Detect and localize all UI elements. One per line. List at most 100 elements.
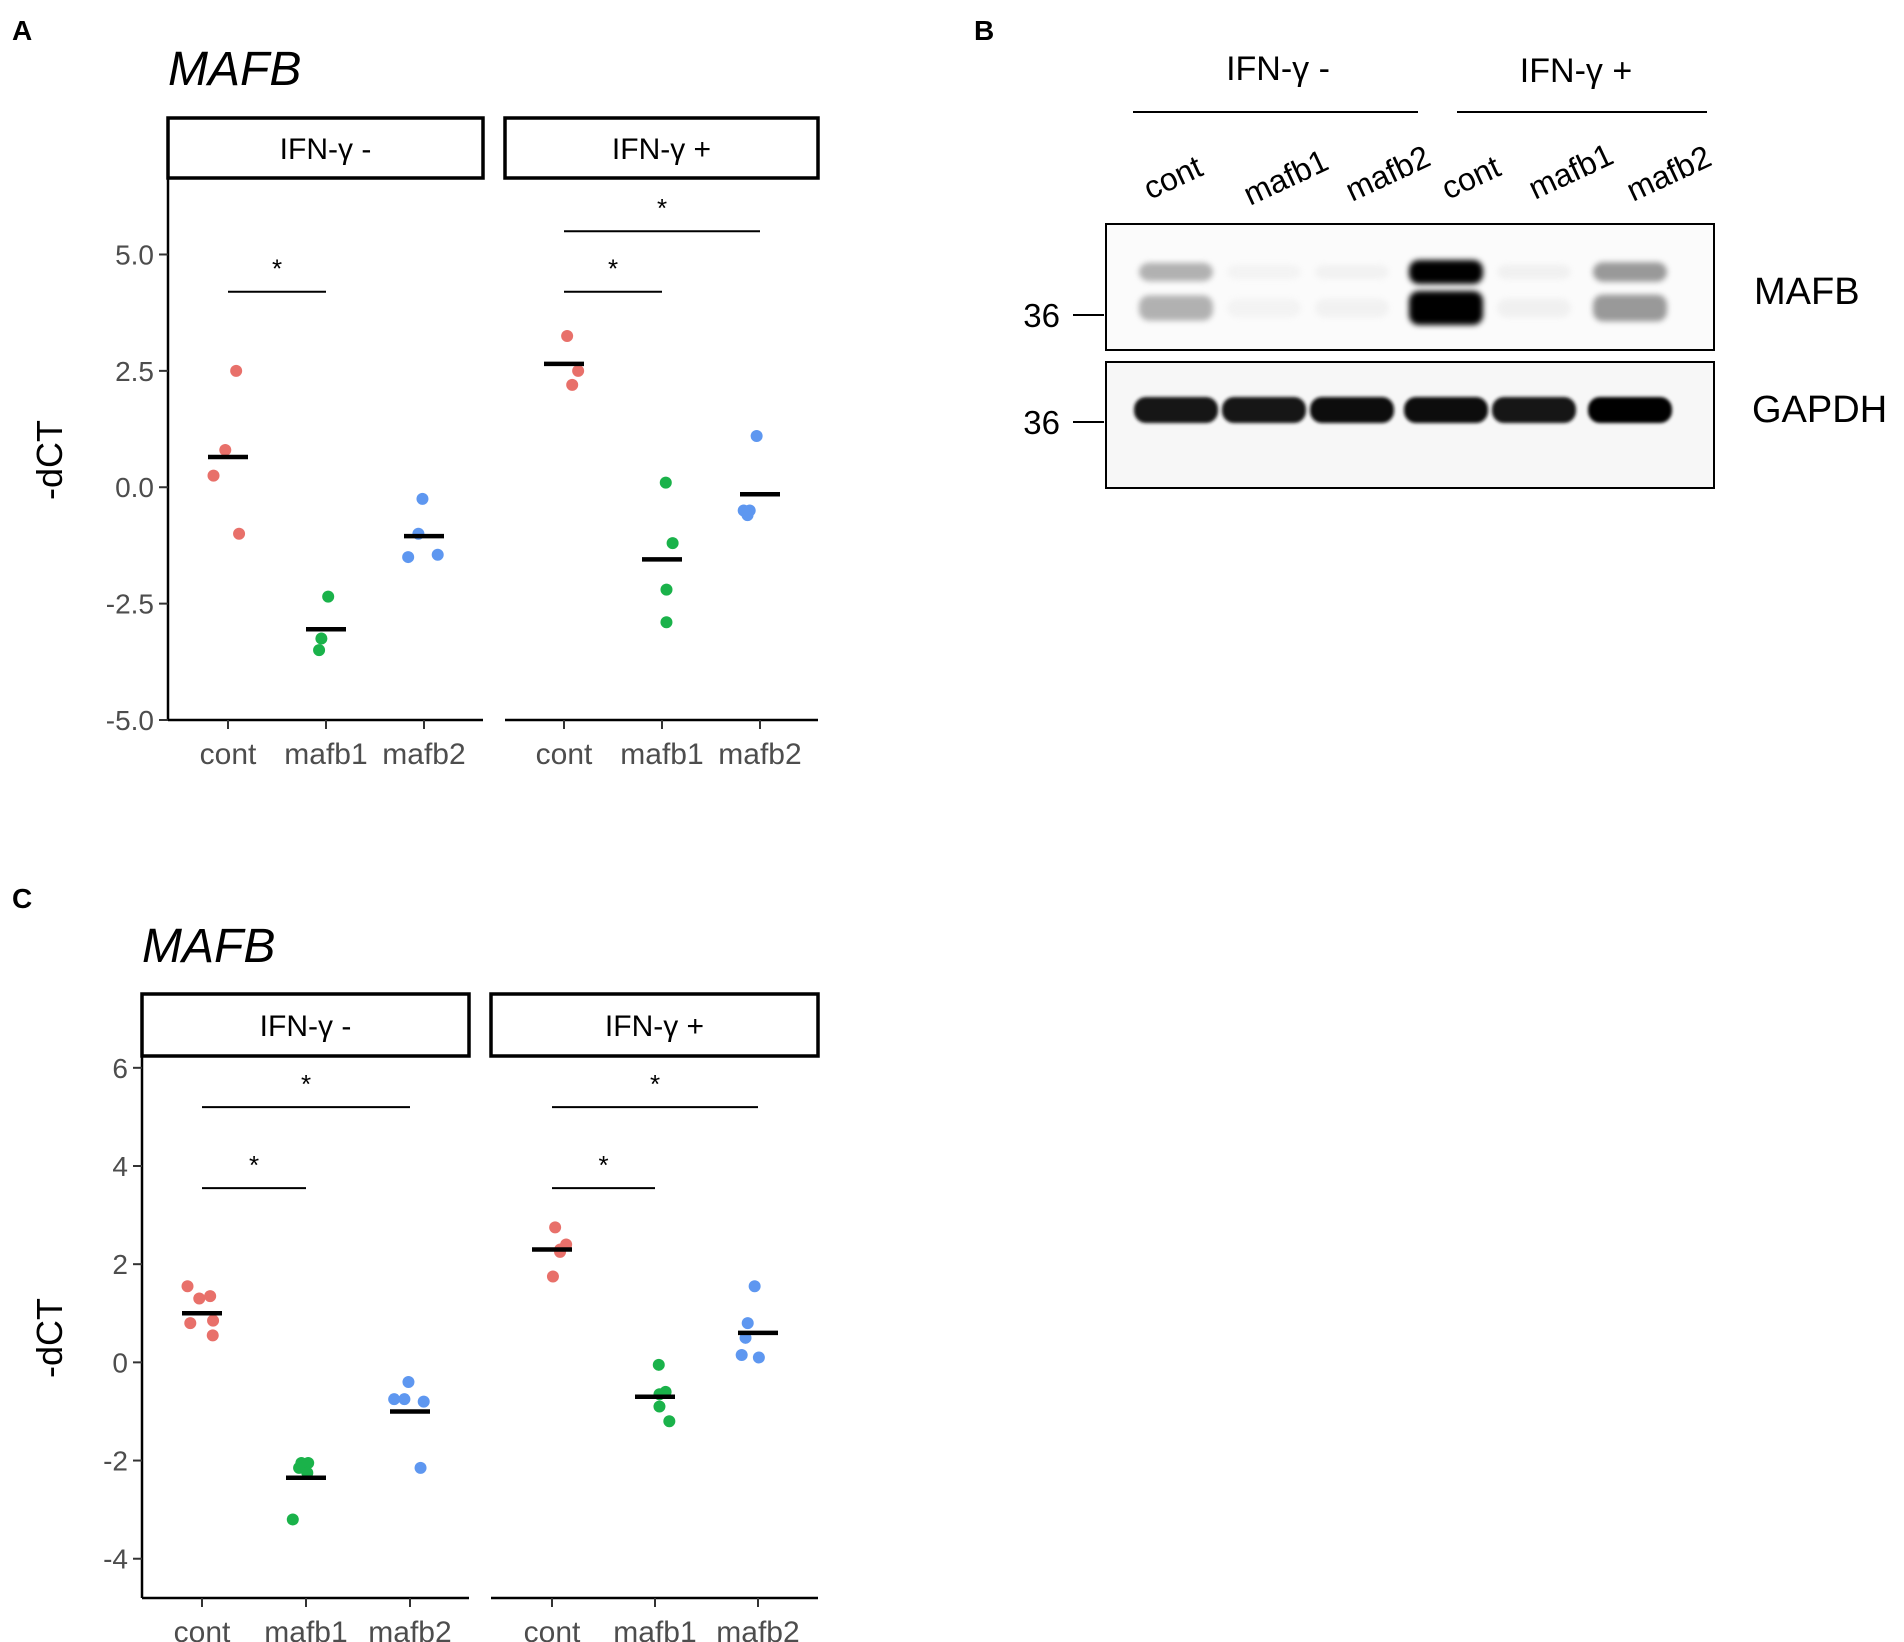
data-point-cont (561, 329, 574, 342)
data-point-mafb2 (416, 492, 429, 505)
data-point-cont (233, 527, 246, 540)
gapdh-band (1588, 397, 1672, 423)
data-point-mafb1 (315, 632, 328, 645)
gapdh-bands (1134, 397, 1672, 423)
facet-strip-label: IFN-γ - (260, 1010, 352, 1043)
blot-group-label-ifn-minus: IFN-γ - (1226, 50, 1330, 88)
data-point-mafb2 (737, 504, 750, 517)
data-point-cont (193, 1292, 206, 1305)
lane-label-1: cont (1138, 148, 1208, 206)
y-tick-label: 2 (112, 1249, 128, 1280)
data-point-mafb2 (417, 1395, 430, 1408)
data-point-cont (181, 1280, 194, 1293)
facet-strip-label: IFN-γ + (612, 133, 711, 166)
lane-label-6: mafb2 (1621, 138, 1717, 208)
y-tick-label: -2 (103, 1446, 128, 1477)
facet-strip-label: IFN-γ - (280, 133, 372, 166)
data-point-mafb1 (322, 590, 335, 603)
x-tick-label: mafb2 (716, 1616, 799, 1642)
significance-star: * (301, 1069, 311, 1099)
data-point-mafb2 (414, 1461, 427, 1474)
significance-star: * (249, 1150, 259, 1180)
panel-label-a: A (12, 15, 32, 46)
data-point-mafb2 (431, 548, 444, 561)
mafb-band-lower (1497, 298, 1571, 318)
data-point-mafb2 (735, 1349, 748, 1361)
x-tick-label: mafb1 (613, 1616, 696, 1642)
facet-strip (140, 992, 471, 1058)
data-point-cont (546, 1270, 559, 1283)
significance-star: * (598, 1150, 608, 1180)
data-point-mafb1 (313, 644, 326, 657)
gapdh-band (1310, 397, 1394, 423)
panel-b-western-blot: IFN-γ - IFN-γ + cont mafb1 mafb2 cont ma… (1023, 50, 1887, 489)
gapdh-blot-frame (1105, 361, 1715, 489)
chart-title: MAFB (142, 920, 275, 973)
y-tick-label: 4 (112, 1151, 128, 1182)
gapdh-marker-label: 36 (1023, 404, 1060, 441)
gapdh-blot-label: GAPDH (1752, 389, 1887, 431)
gapdh-band (1404, 397, 1488, 423)
data-point-mafb2 (402, 1376, 415, 1388)
mafb-band-lower (1593, 294, 1667, 322)
x-tick-label: cont (524, 1616, 581, 1642)
y-tick-label: -5.0 (106, 705, 154, 736)
facet-strip (166, 116, 485, 180)
x-tick-label: mafb2 (382, 738, 465, 771)
mafb-bands (1139, 260, 1667, 325)
mafb-band-upper (1315, 264, 1389, 280)
facet-strip-label: IFN-γ + (605, 1010, 704, 1043)
y-axis-label: -dCT (29, 1298, 70, 1378)
lane-label-5: mafb1 (1523, 136, 1619, 206)
facet-strip (489, 992, 820, 1058)
blot-group-label-ifn-plus: IFN-γ + (1520, 52, 1632, 90)
data-point-cont (184, 1317, 197, 1330)
data-point-cont (572, 364, 585, 377)
mafb-blot-frame (1105, 223, 1715, 351)
data-point-cont (566, 378, 579, 391)
y-tick-label: -2.5 (106, 589, 154, 620)
mafb-band-upper (1497, 264, 1571, 280)
data-point-cont (206, 1329, 219, 1342)
data-point-cont (219, 444, 232, 456)
data-point-cont (549, 1221, 562, 1234)
x-tick-label: mafb1 (264, 1616, 347, 1642)
x-tick-label: mafb2 (368, 1616, 451, 1642)
y-tick-label: 0 (112, 1347, 128, 1378)
facet-strip (503, 116, 820, 180)
y-axis-label: -dCT (29, 420, 70, 500)
panel-label-c: C (12, 883, 32, 914)
gapdh-band (1492, 397, 1576, 423)
x-tick-label: cont (200, 738, 257, 771)
significance-star: * (650, 1069, 660, 1099)
data-point-mafb2 (402, 551, 415, 564)
y-tick-label: 0.0 (115, 472, 154, 503)
gapdh-band (1134, 397, 1218, 423)
mafb-band-upper (1139, 262, 1213, 282)
data-point-mafb2 (752, 1351, 765, 1364)
data-point-mafb1 (652, 1358, 665, 1371)
mafb-band-upper (1409, 260, 1483, 284)
mafb-blot-label: MAFB (1754, 271, 1860, 313)
mafb-marker-label: 36 (1023, 297, 1060, 334)
mafb-band-lower (1139, 295, 1213, 321)
panel-label-b: B (974, 15, 994, 46)
significance-star: * (657, 193, 667, 223)
y-tick-label: -4 (103, 1544, 128, 1575)
x-tick-label: mafb2 (718, 738, 801, 771)
lane-label-4: cont (1436, 148, 1506, 206)
y-tick-label: 6 (112, 1053, 128, 1084)
data-point-mafb1 (663, 1415, 676, 1428)
lane-label-3: mafb2 (1340, 138, 1436, 208)
data-point-mafb1 (660, 583, 673, 596)
mafb-band-lower (1227, 298, 1301, 318)
gapdh-band (1222, 397, 1306, 423)
data-point-mafb1 (286, 1513, 299, 1526)
x-tick-label: cont (536, 738, 593, 771)
x-tick-label: mafb1 (620, 738, 703, 771)
mafb-band-lower (1409, 291, 1483, 325)
x-tick-label: mafb1 (284, 738, 367, 771)
data-point-mafb2 (748, 1280, 761, 1293)
data-point-cont (204, 1290, 217, 1303)
